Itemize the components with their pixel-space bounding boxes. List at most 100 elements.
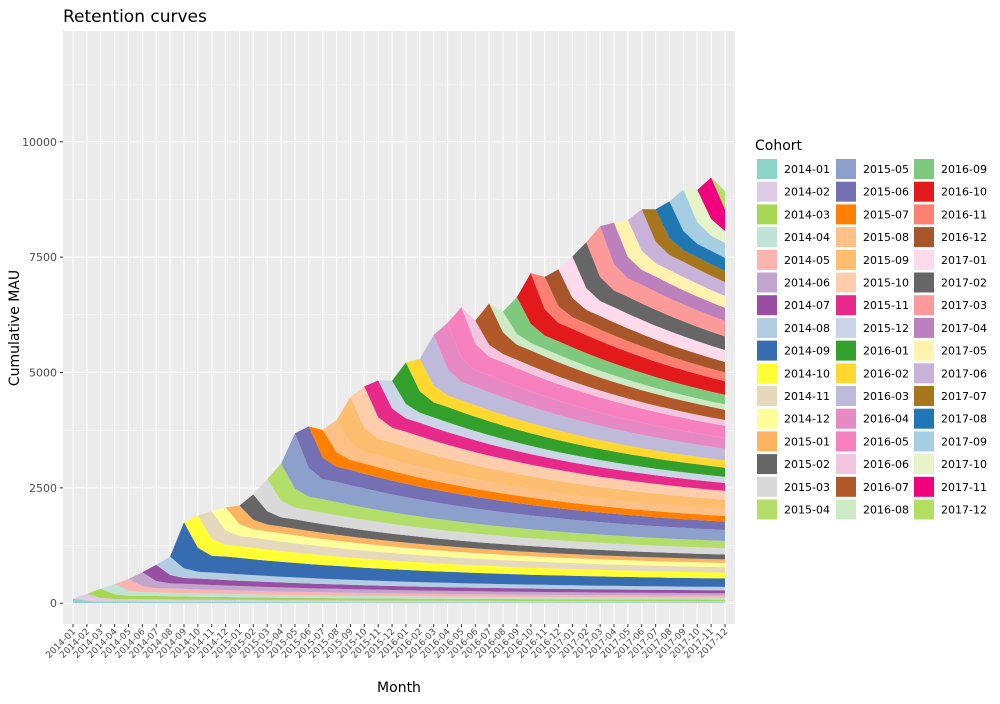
area-cohort-2014-11 [197,511,725,573]
legend-label-2016-04: 2016-04 [863,413,909,426]
legend-swatch-2014-06 [757,272,777,293]
legend-label-2017-03: 2017-03 [941,299,987,312]
legend-swatch-2016-01 [836,340,856,361]
area-cohort-2017-12 [711,177,725,210]
area-cohort-2017-08 [655,201,725,271]
area-cohort-2014-03 [86,588,725,602]
legend-swatch-2017-11 [914,476,934,497]
legend-items: 2014-01 2014-02 2014-03 2014-04 2014-05 2014-… [757,159,987,520]
area-cohort-2017-01 [558,256,725,362]
legend-swatch-2015-02 [757,454,777,475]
area-cohort-2017-02 [572,242,725,350]
legend-swatch-2017-07 [914,386,934,406]
legend-label-2017-01: 2017-01 [941,254,987,267]
legend-swatch-2016-11 [914,204,934,225]
legend-label-2016-06: 2016-06 [863,458,909,471]
legend-swatch-2014-10 [757,363,777,384]
legend-label-2016-11: 2016-11 [941,208,987,221]
legend-label-2015-12: 2015-12 [863,322,909,335]
legend-label-2015-08: 2015-08 [863,231,909,244]
legend-title: Cohort [755,138,803,154]
legend-swatch-2014-11 [757,386,777,406]
legend-label-2016-07: 2016-07 [863,481,909,494]
legend-swatch-2014-09 [757,340,777,361]
legend: Cohort 2014-012014-022014-032014-042014-… [755,138,987,520]
legend-swatch-2017-04 [914,317,934,338]
legend-label-2014-09: 2014-09 [784,345,830,358]
y-axis-label: Cumulative MAU [7,270,23,386]
legend-swatch-2015-07 [836,204,856,225]
legend-swatch-2016-09 [914,159,934,179]
area-cohort-2016-12 [544,269,725,373]
area-cohort-2016-11 [530,273,725,382]
legend-swatch-2017-02 [914,272,934,293]
legend-label-2015-06: 2015-06 [863,186,909,199]
legend-label-2014-06: 2014-06 [784,277,830,290]
legend-swatch-2014-05 [757,249,777,270]
legend-swatch-2016-12 [914,227,934,248]
legend-swatch-2015-09 [836,249,856,270]
legend-swatch-2015-08 [836,227,856,248]
legend-swatch-2016-04 [836,408,856,429]
area-cohort-2016-03 [419,334,725,461]
legend-label-2017-08: 2017-08 [941,413,987,426]
legend-label-2015-07: 2015-07 [863,208,909,221]
legend-swatch-2015-11 [836,295,856,316]
area-cohort-2015-07 [308,426,725,522]
area-cohort-2017-03 [586,226,725,337]
legend-label-2015-02: 2015-02 [784,458,830,471]
legend-label-2014-01: 2014-01 [784,163,830,176]
legend-label-2016-02: 2016-02 [863,367,909,380]
legend-label-2015-04: 2015-04 [784,504,830,517]
legend-label-2017-02: 2017-02 [941,277,987,290]
legend-swatch-2017-03 [914,295,934,316]
legend-label-2017-05: 2017-05 [941,345,987,358]
legend-label-2014-07: 2014-07 [784,299,830,312]
legend-swatch-2017-08 [914,408,934,429]
legend-label-2016-09: 2016-09 [941,163,987,176]
legend-swatch-2015-10 [836,272,856,293]
legend-label-2014-03: 2014-03 [784,208,830,221]
area-cohort-2014-10 [184,515,725,579]
legend-label-2017-12: 2017-12 [941,504,987,517]
legend-swatch-2015-03 [757,476,777,497]
area-cohort-2015-12 [378,380,725,483]
area-cohort-2015-11 [364,380,725,491]
legend-label-2014-05: 2014-05 [784,254,830,267]
area-cohort-2014-08 [156,556,725,591]
legend-swatch-2016-06 [836,454,856,475]
x-axis-label: Month [377,680,421,696]
x-axis: 2014-012014-022014-032014-042014-052014-… [44,624,730,661]
legend-label-2016-01: 2016-01 [863,345,909,358]
legend-label-2017-09: 2017-09 [941,435,987,448]
legend-swatch-2014-01 [757,159,777,179]
area-cohort-2017-07 [641,209,725,283]
area-cohort-2017-05 [614,220,725,308]
area-cohort-2016-04 [433,322,725,449]
legend-swatch-2017-10 [914,454,934,475]
y-tick-label: 10000 [22,136,57,149]
legend-label-2017-10: 2017-10 [941,458,987,471]
area-cohort-2016-05 [447,307,725,438]
chart-title: Retention curves [63,7,207,27]
legend-label-2014-02: 2014-02 [784,186,830,199]
area-cohort-2016-02 [405,358,725,468]
legend-swatch-2016-03 [836,386,856,406]
legend-label-2016-08: 2016-08 [863,504,909,517]
legend-label-2017-11: 2017-11 [941,481,987,494]
legend-label-2017-06: 2017-06 [941,367,987,380]
legend-label-2015-09: 2015-09 [863,254,909,267]
area-cohort-2014-07 [142,564,725,594]
legend-label-2016-12: 2016-12 [941,231,987,244]
legend-label-2017-04: 2017-04 [941,322,987,335]
legend-swatch-2016-07 [836,476,856,497]
area-cohort-2015-09 [336,397,725,510]
legend-label-2014-04: 2014-04 [784,231,830,244]
y-axis: 0 2500 5000 7500 10000 [22,136,63,610]
area-cohort-2016-06 [461,307,725,426]
legend-swatch-2014-03 [757,204,777,225]
legend-swatch-2014-07 [757,295,777,316]
legend-swatch-2017-12 [914,499,934,520]
area-cohort-2014-05 [114,578,726,598]
